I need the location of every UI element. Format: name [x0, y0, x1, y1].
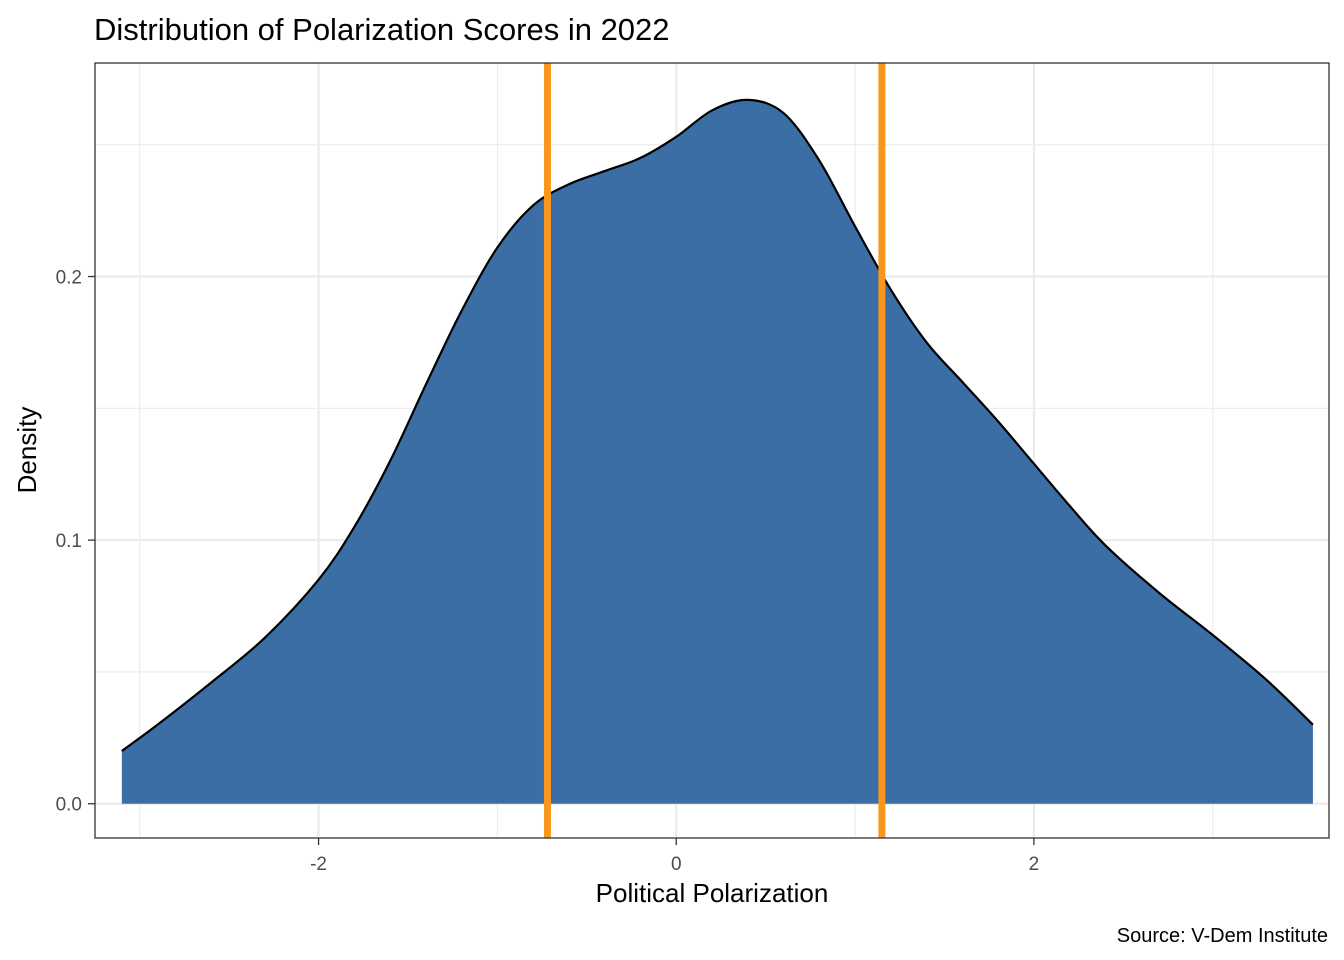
x-tick-label: -2	[310, 854, 327, 875]
y-tick-label: 0.0	[56, 795, 82, 816]
density-curve	[121, 98, 1314, 752]
x-tick-label: 0	[671, 854, 682, 875]
x-axis-title: Political Polarization	[596, 878, 829, 908]
y-tick-label: 0.2	[56, 268, 82, 289]
x-axis-ticks: -2 0 2	[310, 838, 1039, 875]
panel-border	[94, 62, 1330, 839]
density-area-layer	[121, 98, 1314, 804]
chart-caption: Source: V-Dem Institute	[1117, 925, 1328, 947]
y-tick-label: 0.1	[56, 531, 82, 552]
y-axis-title: Density	[12, 407, 42, 494]
y-axis-ticks: 0.0 0.1 0.2	[56, 268, 95, 816]
density-area	[121, 99, 1313, 804]
x-tick-label: 2	[1029, 854, 1040, 875]
reference-line-layer	[543, 63, 886, 838]
chart-title: Distribution of Polarization Scores in 2…	[94, 12, 670, 47]
